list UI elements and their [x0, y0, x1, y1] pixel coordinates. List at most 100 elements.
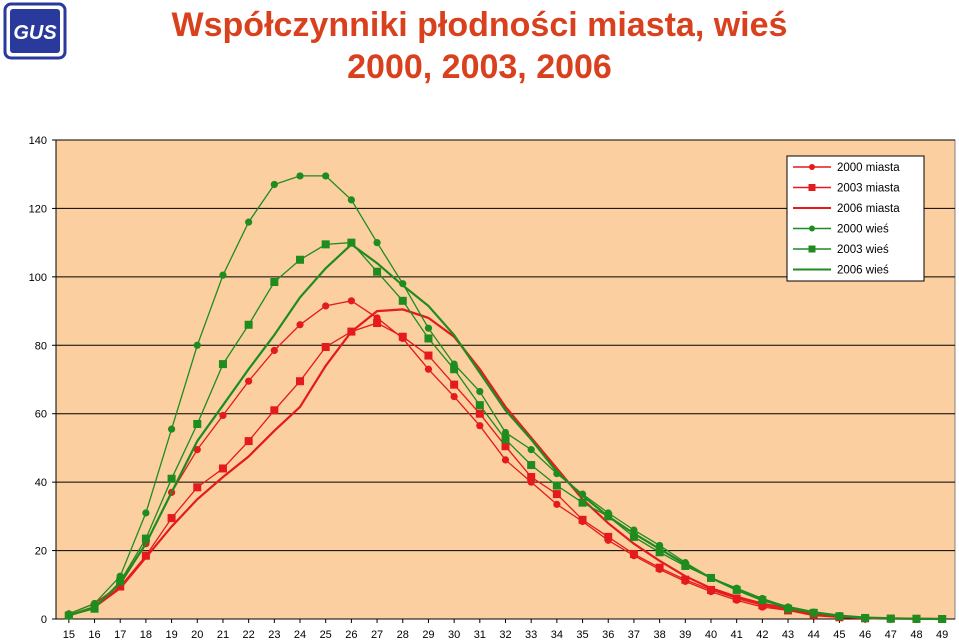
series-1-point: [218, 464, 227, 473]
series-1-point: [167, 514, 176, 523]
x-tick-label: 43: [782, 629, 794, 641]
series-4-point: [321, 240, 330, 249]
x-tick-label: 48: [910, 629, 922, 641]
x-tick-label: 45: [833, 629, 845, 641]
series-4-point: [501, 435, 510, 444]
x-tick-label: 33: [525, 629, 537, 641]
series-4-point: [629, 532, 638, 541]
series-4-point: [784, 604, 793, 613]
series-4-point: [244, 320, 253, 329]
x-tick-label: 34: [551, 629, 563, 641]
legend-swatch-marker: [809, 164, 815, 170]
x-tick-label: 26: [345, 629, 357, 641]
series-1-point: [758, 601, 767, 610]
series-0-point: [245, 377, 253, 385]
chart-title: Współczynniki płodności miasta, wieś: [171, 6, 788, 44]
legend-label: 2006 miasta: [837, 203, 900, 215]
series-3-point: [553, 469, 561, 478]
series-1-point: [270, 406, 279, 415]
series-3-point: [476, 387, 484, 396]
x-tick-label: 44: [808, 629, 820, 641]
x-tick-label: 49: [936, 629, 948, 641]
series-3-point: [424, 324, 433, 332]
series-0-point: [424, 365, 433, 373]
y-tick-label: 140: [29, 135, 47, 147]
x-tick-label: 35: [576, 629, 588, 641]
series-1-point: [655, 563, 664, 572]
series-3-point: [296, 172, 304, 180]
series-4-point: [681, 561, 690, 570]
series-4-point: [141, 534, 150, 543]
series-1-point: [244, 437, 253, 446]
x-tick-label: 17: [114, 629, 126, 641]
series-0-point: [347, 297, 355, 305]
x-tick-label: 46: [859, 629, 871, 641]
x-tick-label: 15: [63, 629, 75, 641]
series-4-point: [270, 277, 279, 286]
x-tick-label: 36: [602, 629, 614, 641]
series-4-point: [347, 238, 356, 247]
series-3-point: [527, 446, 535, 454]
x-tick-label: 24: [294, 629, 306, 641]
series-1-point: [398, 332, 407, 341]
x-tick-label: 30: [448, 629, 460, 641]
series-3-point: [219, 271, 227, 279]
series-1-point: [373, 319, 382, 328]
series-0-point: [193, 446, 201, 454]
series-1-point: [475, 409, 484, 418]
x-tick-label: 16: [88, 629, 100, 641]
series-1-point: [604, 532, 613, 541]
legend-label: 2003 miasta: [837, 183, 900, 195]
series-1-point: [629, 549, 638, 558]
x-tick-label: 40: [705, 629, 717, 641]
series-3-point: [373, 239, 381, 247]
series-3-point: [142, 509, 150, 517]
series-1-point: [732, 594, 741, 603]
series-3-point: [322, 172, 330, 180]
series-0-point: [553, 500, 561, 508]
gus-logo: GUS: [3, 2, 67, 60]
series-4-point: [193, 419, 202, 428]
x-tick-label: 38: [653, 629, 665, 641]
x-tick-label: 19: [165, 629, 177, 641]
series-0-point: [476, 422, 484, 430]
series-3-point: [193, 341, 201, 349]
x-tick-label: 23: [268, 629, 280, 641]
x-tick-label: 32: [499, 629, 511, 641]
x-tick-label: 28: [397, 629, 409, 641]
legend-swatch-marker: [809, 225, 815, 232]
x-tick-label: 21: [217, 629, 229, 641]
y-tick-label: 120: [29, 203, 47, 215]
x-tick-label: 20: [191, 629, 203, 641]
series-1-point: [296, 377, 305, 386]
series-4-point: [90, 604, 99, 613]
logo-text: GUS: [13, 22, 57, 44]
series-0-point: [501, 456, 510, 464]
x-tick-label: 39: [679, 629, 691, 641]
legend-label: 2006 wieś: [837, 265, 889, 277]
series-1-point: [552, 490, 561, 499]
series-4-point: [373, 267, 382, 276]
y-tick-label: 60: [35, 409, 47, 421]
series-4-point: [167, 474, 176, 483]
series-3-point: [167, 425, 176, 433]
series-0-point: [270, 346, 278, 355]
series-3-point: [270, 180, 278, 189]
series-3-point: [245, 218, 253, 226]
legend-label: 2000 wieś: [837, 224, 889, 236]
series-1-point: [706, 585, 715, 594]
legend-box: [786, 155, 925, 282]
series-3-point: [347, 196, 355, 204]
y-tick-label: 80: [35, 340, 47, 352]
series-4-point: [450, 365, 459, 374]
series-0-point: [296, 321, 304, 329]
series-1-point: [424, 351, 433, 360]
series-4-point: [655, 548, 664, 557]
series-4-point: [296, 255, 305, 264]
x-tick-label: 47: [885, 629, 897, 641]
x-tick-label: 41: [731, 629, 743, 641]
chart-subtitle: 2000, 2003, 2006: [347, 48, 612, 86]
legend-label: 2003 wieś: [837, 244, 889, 256]
y-tick-label: 20: [35, 546, 47, 558]
